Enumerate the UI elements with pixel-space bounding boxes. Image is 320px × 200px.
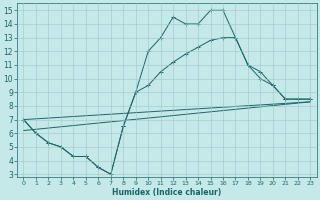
X-axis label: Humidex (Indice chaleur): Humidex (Indice chaleur) xyxy=(112,188,221,197)
